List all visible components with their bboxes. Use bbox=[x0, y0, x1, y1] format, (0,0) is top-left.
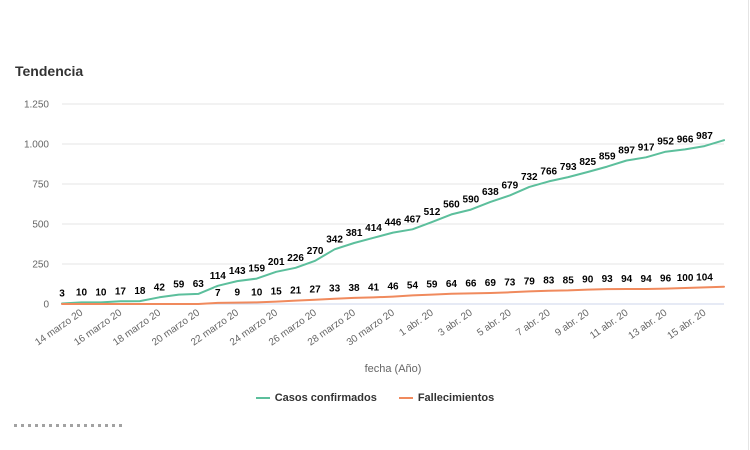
data-label: 143 bbox=[229, 266, 246, 277]
data-label: 94 bbox=[621, 274, 633, 285]
data-label: 270 bbox=[307, 246, 324, 257]
data-label: 917 bbox=[638, 142, 655, 153]
series-lines bbox=[61, 139, 725, 305]
y-tick-label: 1.000 bbox=[24, 140, 49, 151]
data-label: 94 bbox=[641, 274, 653, 285]
data-label: 17 bbox=[115, 286, 127, 297]
data-label: 18 bbox=[134, 286, 146, 297]
data-label: 46 bbox=[387, 282, 399, 293]
data-label: 54 bbox=[407, 280, 419, 291]
data-label: 64 bbox=[446, 279, 458, 290]
legend-swatch-fallecimientos bbox=[398, 397, 413, 399]
y-tick-label: 500 bbox=[32, 220, 49, 231]
data-label: 41 bbox=[368, 282, 380, 293]
data-label: 83 bbox=[543, 276, 555, 287]
data-label: 10 bbox=[95, 287, 107, 298]
data-label: 27 bbox=[310, 285, 322, 296]
data-label: 342 bbox=[326, 234, 343, 245]
legend-label-fallecimientos: Fallecimientos bbox=[417, 392, 495, 404]
legend-item-fallecimientos[interactable]: Fallecimientos bbox=[398, 392, 495, 404]
data-label: 638 bbox=[482, 187, 499, 198]
data-label: 96 bbox=[660, 274, 672, 285]
data-label: 987 bbox=[696, 131, 713, 142]
series-line-casos-confirmados bbox=[61, 139, 725, 305]
data-label: 159 bbox=[248, 264, 265, 275]
data-label: 85 bbox=[563, 275, 575, 286]
y-tick-label: 750 bbox=[32, 180, 49, 191]
data-label: 512 bbox=[424, 207, 441, 218]
data-label: 69 bbox=[485, 278, 497, 289]
data-label: 414 bbox=[365, 223, 382, 234]
y-tick-label: 1.250 bbox=[24, 100, 49, 111]
data-label: 42 bbox=[154, 282, 166, 293]
data-label: 952 bbox=[657, 137, 674, 148]
data-label: 59 bbox=[173, 280, 185, 291]
data-label: 467 bbox=[404, 214, 421, 225]
x-tick-label: 1 abr. 20 bbox=[397, 307, 436, 339]
cropped-text-fragment bbox=[14, 424, 124, 427]
data-label: 66 bbox=[465, 278, 477, 289]
data-label: 3 bbox=[59, 289, 65, 300]
legend-label-casos-confirmados: Casos confirmados bbox=[274, 392, 377, 404]
data-label: 766 bbox=[540, 166, 557, 177]
data-label: 93 bbox=[602, 274, 614, 285]
data-label: 732 bbox=[521, 172, 538, 183]
data-label: 15 bbox=[271, 287, 283, 298]
data-label: 201 bbox=[268, 257, 285, 268]
series-line-fallecimientos bbox=[61, 285, 725, 305]
data-label: 10 bbox=[76, 287, 88, 298]
data-label: 446 bbox=[385, 218, 402, 229]
data-label: 63 bbox=[193, 279, 205, 290]
x-axis-title: fecha (Año) bbox=[365, 363, 422, 375]
x-tick-label: 13 abr. 20 bbox=[627, 307, 670, 342]
x-tick-label: 11 abr. 20 bbox=[588, 307, 630, 341]
x-tick-label: 5 abr. 20 bbox=[475, 307, 514, 339]
legend-swatch-casos-confirmados bbox=[255, 397, 270, 399]
data-label: 114 bbox=[210, 271, 227, 282]
data-label: 793 bbox=[560, 162, 577, 173]
y-axis-ticks: 0 250 500 750 1.000 1.250 bbox=[24, 100, 49, 311]
legend: Casos confirmados Fallecimientos bbox=[0, 392, 750, 404]
data-label: 381 bbox=[346, 228, 363, 239]
data-label: 825 bbox=[579, 157, 596, 168]
data-label: 966 bbox=[677, 134, 694, 145]
x-tick-label: 3 abr. 20 bbox=[436, 307, 475, 339]
y-tick-label: 0 bbox=[43, 300, 49, 311]
data-label: 73 bbox=[504, 277, 516, 288]
data-label: 79 bbox=[524, 276, 536, 287]
data-label: 100 bbox=[677, 273, 694, 284]
data-label: 226 bbox=[287, 253, 304, 264]
data-label: 104 bbox=[696, 272, 713, 283]
data-label: 38 bbox=[348, 283, 360, 294]
x-tick-label: 9 abr. 20 bbox=[553, 307, 592, 339]
legend-item-casos-confirmados[interactable]: Casos confirmados bbox=[255, 392, 377, 404]
data-label: 560 bbox=[443, 199, 460, 210]
data-label: 33 bbox=[329, 284, 341, 295]
x-tick-label: 7 abr. 20 bbox=[514, 307, 553, 339]
y-tick-label: 250 bbox=[32, 260, 49, 271]
chart-title: Tendencia bbox=[15, 63, 84, 79]
data-label: 859 bbox=[599, 152, 616, 163]
data-label: 679 bbox=[501, 180, 518, 191]
data-label: 59 bbox=[426, 280, 438, 291]
x-tick-label: 15 abr. 20 bbox=[666, 307, 709, 342]
data-label: 9 bbox=[234, 288, 240, 299]
data-label: 7 bbox=[215, 288, 221, 299]
data-label: 90 bbox=[582, 275, 594, 286]
data-label: 21 bbox=[290, 286, 302, 297]
frame-border bbox=[748, 0, 749, 450]
data-label: 10 bbox=[251, 287, 263, 298]
data-label: 590 bbox=[463, 195, 480, 206]
data-label: 897 bbox=[618, 145, 635, 156]
